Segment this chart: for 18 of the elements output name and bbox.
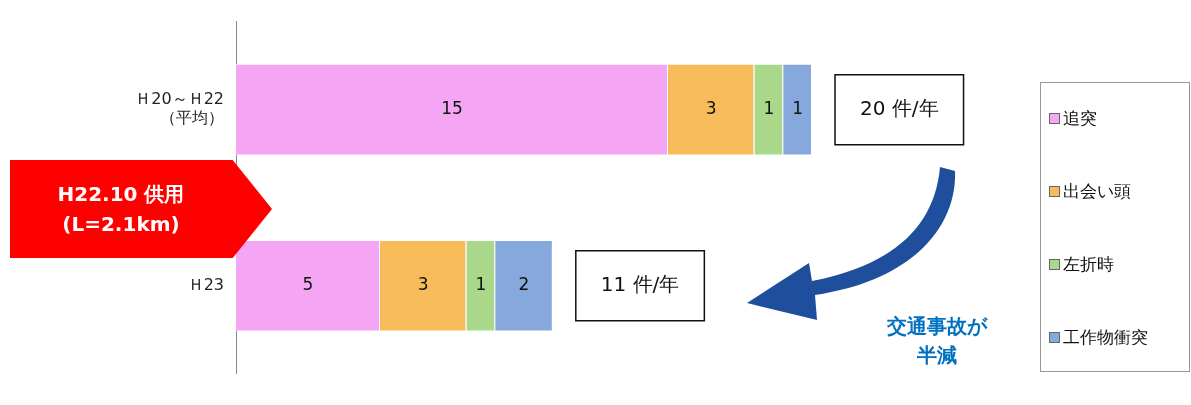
legend-label: 左折時 xyxy=(1063,253,1114,276)
legend-label: 工作物衝突 xyxy=(1063,326,1148,349)
data-label: 1 xyxy=(475,274,487,295)
legend-label: 出会い頭 xyxy=(1063,180,1131,203)
total-label: 11 件/年 xyxy=(600,271,680,296)
data-label: 2 xyxy=(518,274,530,295)
legend-label: 追突 xyxy=(1063,107,1097,130)
total-label: 20 件/年 xyxy=(860,95,939,120)
data-label: 3 xyxy=(705,98,717,119)
data-label: 1 xyxy=(763,98,775,119)
data-label: 5 xyxy=(302,274,314,295)
data-label: 3 xyxy=(417,274,429,295)
data-label: 15 xyxy=(441,98,463,119)
y-tick-label: Ｈ23 xyxy=(187,274,224,294)
arrow-label: H22.10 供用 (L=2.1km) xyxy=(10,160,272,258)
text: 交通事故が半減 xyxy=(886,313,989,369)
data-label: 1 xyxy=(792,98,804,119)
y-tick-label: Ｈ20～Ｈ22 （平均） xyxy=(135,89,224,128)
